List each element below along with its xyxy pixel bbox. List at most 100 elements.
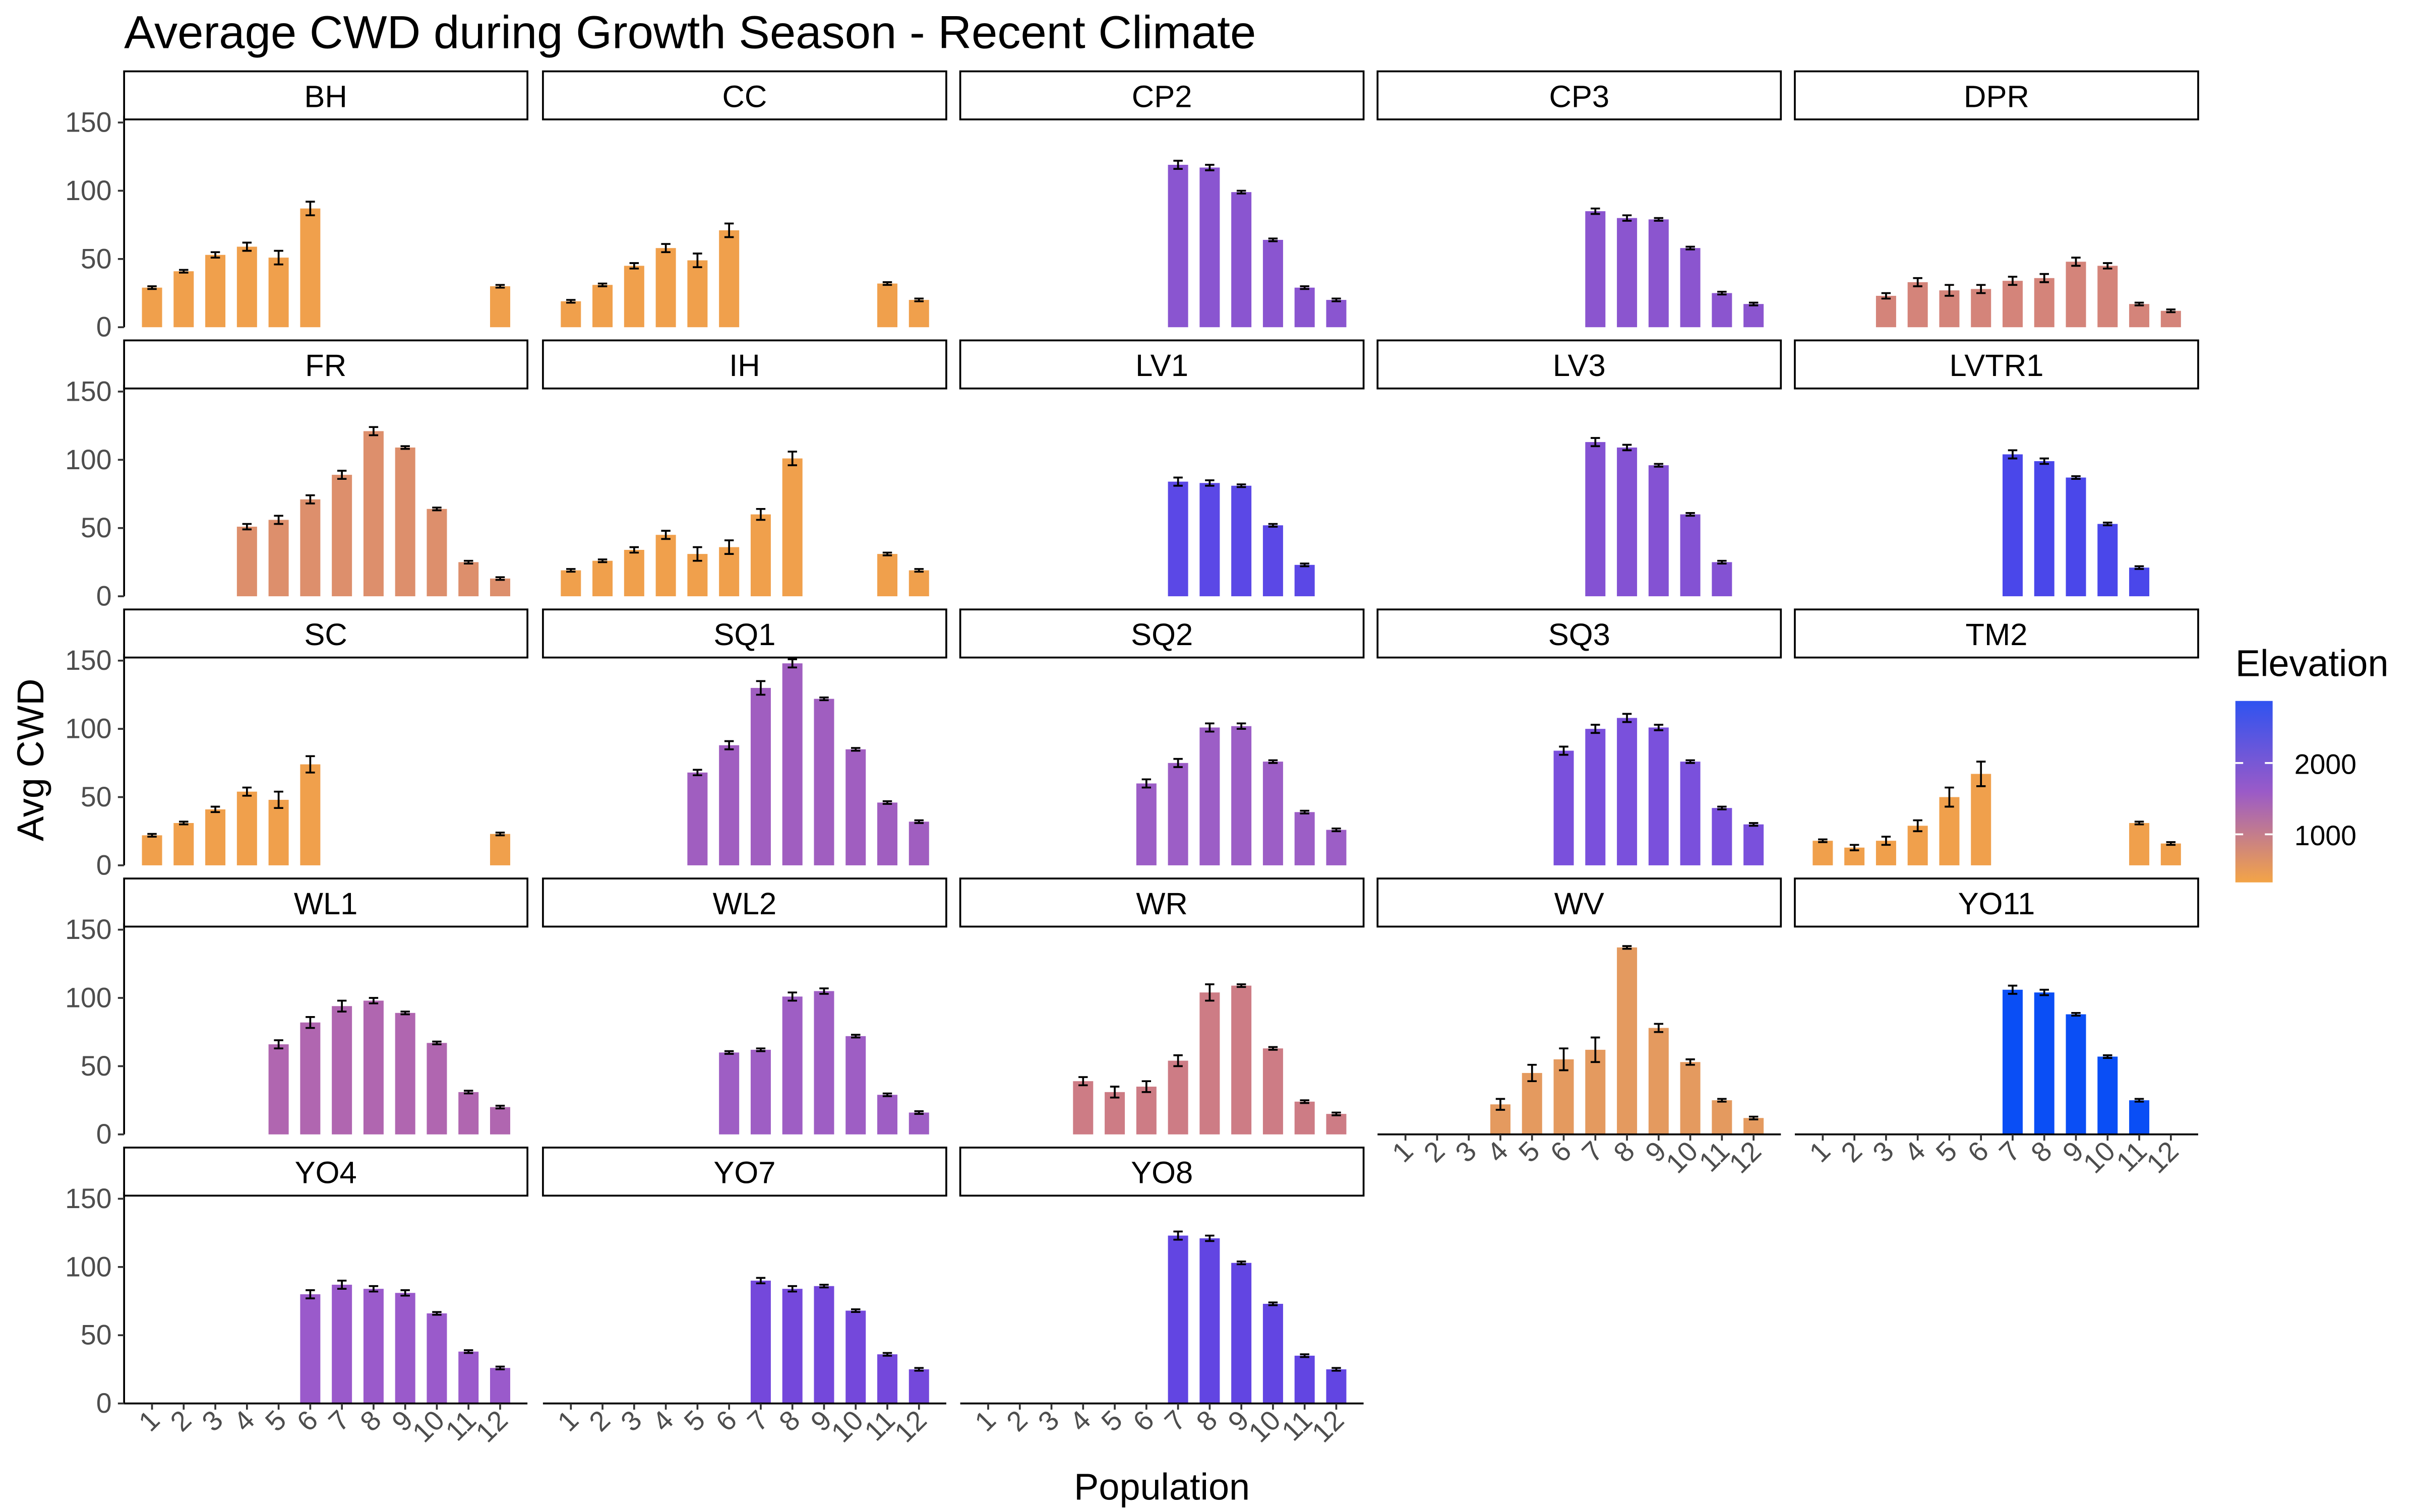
error-bar: [1945, 786, 1954, 808]
strip-label: LV1: [1135, 348, 1188, 383]
error-bar: [1559, 1047, 1568, 1072]
error-bar: [1268, 523, 1278, 528]
error-bar: [566, 568, 576, 573]
bar: [750, 1280, 771, 1404]
error-bar: [1717, 559, 1727, 564]
bar: [750, 514, 771, 597]
strip-label: LVTR1: [1950, 348, 2044, 383]
error-bar: [1717, 290, 1727, 296]
bar: [1648, 1028, 1669, 1135]
error-bar: [1622, 214, 1632, 222]
x-tick-label: 4: [1064, 1404, 1097, 1437]
y-tick-label: 50: [81, 1050, 112, 1082]
bar: [427, 1313, 447, 1404]
error-bar: [274, 249, 283, 266]
bar: [845, 749, 866, 865]
bar: [719, 230, 740, 328]
strip: [1376, 877, 1782, 928]
error-bar: [788, 1285, 797, 1293]
strip-label: YO7: [713, 1156, 775, 1190]
x-tick-label: 2: [583, 1404, 616, 1437]
error-bar: [1173, 1054, 1183, 1067]
y-tick-label: 150: [65, 914, 111, 945]
error-bar: [1622, 713, 1632, 723]
error-bar: [1559, 745, 1568, 756]
error-bar: [1332, 297, 1341, 302]
bar: [1522, 1073, 1542, 1135]
x-axis-title: Population: [1074, 1466, 1250, 1507]
error-bar: [274, 790, 283, 809]
bar: [2160, 310, 2181, 328]
bar: [2097, 1056, 2118, 1135]
error-bar: [306, 755, 315, 774]
x-tick-label: 8: [1607, 1135, 1641, 1168]
error-bar: [464, 1090, 473, 1095]
strip: [959, 70, 1365, 120]
error-bar: [1332, 827, 1341, 833]
error-bar: [1173, 476, 1183, 487]
bar: [1648, 465, 1669, 597]
strip-label: IH: [729, 348, 760, 383]
bar: [655, 535, 676, 597]
bar: [363, 1289, 384, 1404]
bar: [1199, 483, 1220, 597]
error-bar: [566, 299, 576, 304]
y-tick-label: 100: [65, 982, 111, 1013]
bar: [1712, 808, 1732, 865]
bar: [1168, 481, 1188, 597]
error-bar: [1591, 437, 1600, 448]
error-bar: [597, 282, 608, 287]
error-bar: [1268, 1046, 1278, 1051]
bar: [1617, 218, 1638, 328]
bar: [236, 791, 257, 865]
bar: [719, 1052, 740, 1135]
error-bar: [1173, 758, 1183, 768]
error-bar: [2134, 565, 2144, 570]
bar: [592, 560, 613, 597]
bar: [909, 822, 929, 865]
y-axis-title: Avg CWD: [10, 678, 51, 841]
x-tick-label: 1: [552, 1404, 585, 1437]
bar: [845, 1310, 866, 1404]
error-bar: [1748, 301, 1759, 306]
error-bar: [1748, 1115, 1759, 1120]
error-bar: [1945, 284, 1954, 297]
strip: [1794, 608, 2199, 659]
bar: [1326, 1114, 1347, 1135]
error-bar: [400, 1289, 410, 1297]
y-tick-label: 0: [96, 581, 112, 612]
bar: [395, 447, 415, 597]
x-tick-label: 1: [1386, 1135, 1419, 1168]
bar: [1262, 1303, 1283, 1404]
error-bar: [1622, 945, 1632, 950]
bar: [490, 578, 510, 597]
y-tick-label: 100: [65, 175, 111, 206]
strip-label: YO4: [295, 1156, 357, 1190]
bar: [1648, 727, 1669, 865]
error-bar: [1685, 512, 1695, 517]
strip-label: FR: [305, 348, 346, 383]
strip-label: WL2: [713, 887, 777, 921]
x-tick-label: 12: [1723, 1135, 1767, 1179]
error-bar: [788, 658, 797, 669]
error-bar: [1141, 778, 1152, 789]
strip-label: SQ3: [1548, 617, 1610, 652]
error-bar: [306, 494, 315, 505]
error-bar: [1268, 1301, 1278, 1306]
strip: [123, 877, 528, 928]
error-bar: [597, 558, 608, 563]
error-bar: [914, 819, 924, 824]
strip: [1376, 339, 1782, 390]
y-tick-label: 50: [81, 512, 112, 543]
bar: [2129, 823, 2150, 865]
error-bar: [1205, 1234, 1215, 1242]
bar: [845, 1036, 866, 1135]
bar: [236, 526, 257, 597]
bar: [2097, 266, 2118, 328]
error-bar: [306, 1016, 315, 1029]
error-bar: [1591, 1036, 1600, 1063]
error-bar: [724, 740, 734, 750]
error-bar: [724, 539, 734, 555]
error-bar: [1913, 277, 1922, 287]
bar: [363, 1000, 384, 1135]
